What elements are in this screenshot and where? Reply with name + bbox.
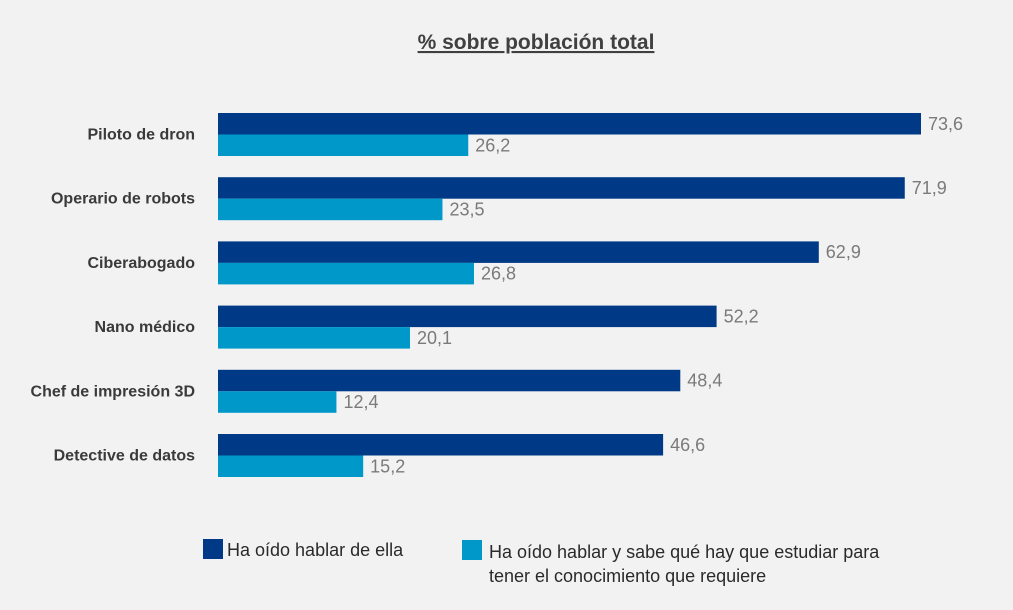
legend-item-heard-and-knows: Ha oído hablar y sabe qué hay que estudi… <box>462 540 880 586</box>
legend-item-heard: Ha oído hablar de ella <box>203 539 404 560</box>
data-label: 15,2 <box>370 456 405 476</box>
legend-label-line: Ha oído hablar y sabe qué hay que estudi… <box>489 542 880 562</box>
category-group: Ciberabogado 62,9 26,8 <box>87 241 861 285</box>
category-group: Nano médico 52,2 20,1 <box>95 305 759 349</box>
category-group: Piloto de dron 73,6 26,2 <box>87 113 963 156</box>
data-label: 48,4 <box>687 371 722 391</box>
legend-swatch <box>462 540 482 560</box>
bar-heard <box>218 113 921 135</box>
category-group: Detective de datos 46,6 15,2 <box>54 434 705 477</box>
bar-heard-and-knows <box>218 391 337 413</box>
category-label: Piloto de dron <box>87 127 195 144</box>
category-label: Nano médico <box>95 319 196 336</box>
category-label: Chef de impresión 3D <box>31 383 195 400</box>
data-label: 52,2 <box>724 306 759 326</box>
chart-title: % sobre población total <box>418 31 655 54</box>
data-label: 20,1 <box>417 328 452 348</box>
legend: Ha oído hablar de ella Ha oído hablar y s… <box>203 539 880 586</box>
data-label: 26,8 <box>481 264 516 284</box>
legend-label: Ha oído hablar de ella <box>227 540 404 560</box>
bar-heard <box>218 369 681 392</box>
bar-heard <box>218 434 664 456</box>
category-label: Operario de robots <box>51 191 195 208</box>
data-label: 62,9 <box>826 242 861 262</box>
data-label: 46,6 <box>670 435 705 455</box>
legend-label-line: tener el conocimiento que requiere <box>489 566 766 586</box>
bar-heard-and-knows <box>218 327 410 349</box>
data-label: 73,6 <box>928 114 963 134</box>
bar-heard-and-knows <box>218 198 443 221</box>
category-group: Operario de robots 71,9 23,5 <box>51 177 947 221</box>
bar-heard-and-knows <box>218 134 469 156</box>
category-label: Ciberabogado <box>87 255 195 272</box>
data-label: 71,9 <box>912 178 947 198</box>
category-label: Detective de datos <box>54 448 195 465</box>
bar-heard <box>218 241 819 263</box>
bar-heard <box>218 177 905 199</box>
legend-swatch <box>203 539 223 559</box>
category-group: Chef de impresión 3D 48,4 12,4 <box>31 369 722 413</box>
bar-heard-and-knows <box>218 455 364 477</box>
bars-layer: Piloto de dron 73,6 26,2 Operario de robots… <box>31 113 963 477</box>
data-label: 12,4 <box>343 392 378 412</box>
data-label: 23,5 <box>449 199 484 219</box>
bar-heard-and-knows <box>218 262 474 285</box>
data-label: 26,2 <box>475 135 510 155</box>
bar-heard <box>218 305 717 328</box>
